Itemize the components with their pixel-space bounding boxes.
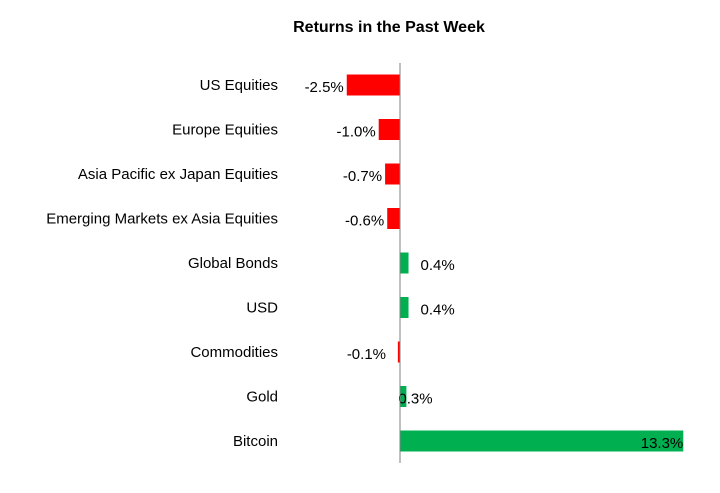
bar-8 [400,430,684,452]
category-label-0: US Equities [200,77,278,94]
category-label-8: Bitcoin [233,433,278,450]
bar-5 [400,297,409,318]
value-label-3: -0.6% [345,213,384,230]
bar-1 [378,119,400,140]
bar-3 [387,208,400,229]
category-label-5: USD [246,300,278,317]
category-label-4: Global Bonds [188,255,278,272]
bar-4 [400,252,409,274]
chart-title: Returns in the Past Week [293,19,485,36]
bar-6 [397,341,400,363]
category-label-2: Asia Pacific ex Japan Equities [78,166,278,183]
value-label-8: 13.3% [641,435,684,452]
value-label-6: -0.1% [347,346,386,363]
value-label-0: -2.5% [305,79,344,96]
category-label-3: Emerging Markets ex Asia Equities [46,211,278,228]
category-labels-group: US Equities Europe Equities Asia Pacific e… [46,77,278,450]
value-label-1: -1.0% [337,124,376,141]
value-label-5: 0.4% [421,302,455,319]
value-labels-group: -2.5% -1.0% -0.7% -0.6% 0.4% 0.4% -0.1% 0.3% 13.… [305,79,684,452]
category-label-7: Gold [246,389,278,406]
bar-2 [385,163,400,185]
category-label-1: Europe Equities [172,122,278,139]
value-label-4: 0.4% [421,257,455,274]
value-label-2: -0.7% [343,168,382,185]
bar-0 [346,74,400,96]
value-label-7: 0.3% [398,391,432,408]
bar-7 [400,386,407,407]
category-label-6: Commodities [190,344,278,361]
bars-group [346,74,684,452]
